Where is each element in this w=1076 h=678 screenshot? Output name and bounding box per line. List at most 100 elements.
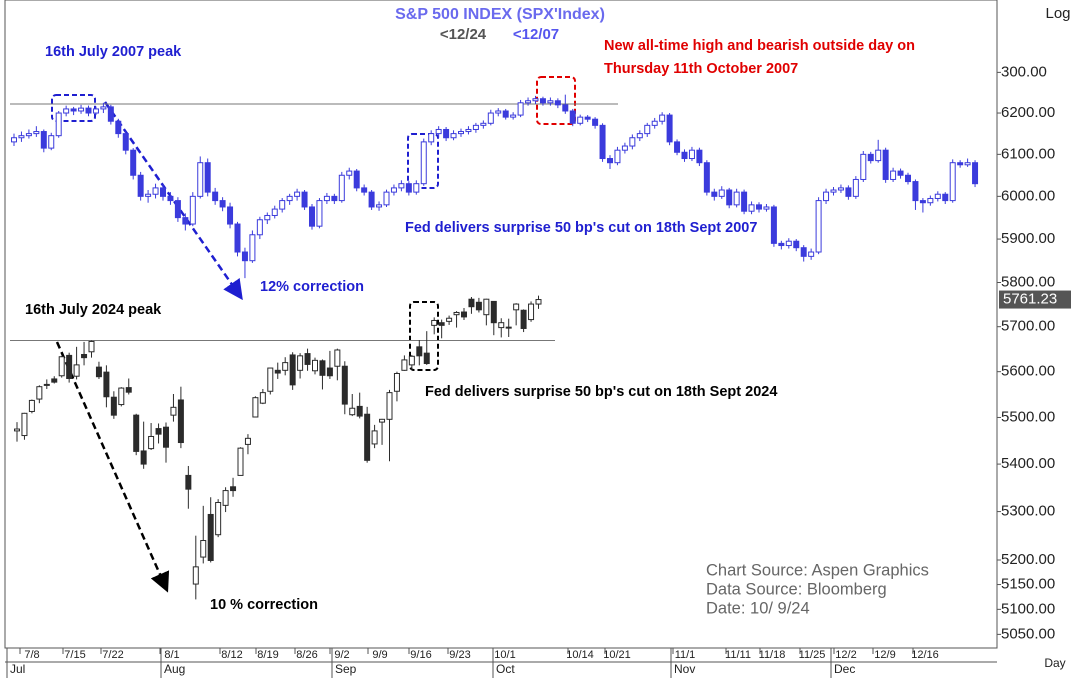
x-tick-label: 7/8 (24, 649, 39, 661)
x-axis-label: Day (1044, 656, 1065, 670)
candle-body (498, 322, 505, 329)
last-value-box (999, 290, 1071, 309)
candle-body (244, 437, 251, 445)
candle-body (423, 352, 430, 365)
candle-body (659, 114, 666, 122)
x-tick-label: 8/12 (221, 649, 242, 661)
candle-body (63, 108, 70, 114)
candle-body (644, 124, 651, 135)
candle-body (309, 206, 315, 227)
candle-body (259, 392, 266, 404)
annotation: Fed delivers surprise 50 bp's cut on 18t… (425, 384, 777, 400)
y-tick-label: 6100.00 (1001, 145, 1055, 162)
y-tick-label: 300.00 (1001, 63, 1047, 80)
x-tick-label: 9/23 (449, 649, 470, 661)
candle-body (919, 200, 926, 204)
candle-body (875, 149, 882, 162)
candle-body (942, 193, 949, 202)
candle-body (78, 107, 85, 112)
candle-body (562, 104, 569, 112)
candle-body (472, 124, 479, 130)
candle-body (532, 98, 539, 102)
candle-body (167, 195, 174, 202)
y-axis-label: Log (1045, 5, 1070, 22)
candle-body (458, 131, 464, 135)
y-tick-label: 5900.00 (1001, 230, 1055, 247)
candle-body (177, 399, 184, 444)
candle-body (763, 206, 770, 210)
highlight-box (409, 301, 439, 371)
y-tick-label: 5300.00 (1001, 503, 1055, 520)
candle-body (133, 414, 140, 452)
candle-body (182, 217, 189, 225)
candle-body (438, 322, 445, 326)
candle-body (155, 428, 162, 435)
candle-body (823, 191, 830, 202)
candle-body (264, 214, 271, 221)
candle-body (371, 430, 378, 445)
candle-body (666, 114, 673, 143)
x-tick-label: 9/2 (334, 649, 349, 661)
candle-body (770, 206, 777, 244)
x-tick-label: 9/16 (410, 649, 431, 661)
candle-body (614, 149, 621, 164)
candle-body (200, 540, 207, 558)
candle-body (222, 490, 229, 506)
candle-body (279, 200, 286, 210)
annotation: 16th July 2007 peak (45, 44, 182, 60)
candle-body (152, 187, 159, 195)
candle-body (505, 326, 512, 329)
candle-body (234, 223, 241, 253)
candle-body (703, 162, 710, 193)
candle-body (800, 247, 807, 257)
candle-body (33, 131, 40, 135)
candle-body (808, 251, 815, 257)
candle-body (70, 108, 77, 112)
candle-body (413, 183, 420, 193)
candle-body (107, 106, 114, 122)
plot-frame (4, 0, 998, 649)
month-label: Dec (834, 662, 855, 676)
candle-body (718, 189, 725, 197)
candle-body (520, 309, 527, 329)
annotation: Fed delivers surprise 50 bp's cut on 18t… (405, 220, 757, 236)
candle-body (453, 311, 460, 316)
source-note: Date: 10/ 9/24 (706, 599, 810, 617)
y-tick-label: 5200.00 (1001, 551, 1055, 568)
candle-body (125, 387, 132, 393)
candle-body (741, 191, 748, 212)
candle-body (140, 450, 147, 465)
x-tick-label: 11/1 (675, 649, 696, 661)
candle-body (949, 162, 956, 202)
candle-body (756, 204, 762, 210)
y-tick-label: 5700.00 (1001, 318, 1055, 335)
candle-body (905, 174, 911, 183)
y-tick-label: 5400.00 (1001, 455, 1055, 472)
x-tick-label: 11/11 (725, 649, 751, 661)
candle-body (286, 195, 293, 202)
candle-body (539, 98, 546, 104)
candle-body (230, 486, 237, 492)
candle-body (860, 153, 867, 180)
candle-body (815, 200, 822, 253)
candle-body (897, 170, 904, 176)
candle-body (393, 372, 400, 392)
candle-body (957, 162, 964, 166)
month-label: Oct (496, 662, 515, 676)
legend-entry: <12/07 (513, 26, 559, 43)
candle-body (383, 191, 390, 206)
legend-entry: <12/24 (440, 26, 487, 43)
y-tick-label: 5600.00 (1001, 363, 1055, 380)
candle-body (890, 170, 897, 180)
x-tick-label: 10/1 (494, 649, 515, 661)
candle-body (271, 208, 278, 216)
candle-body (40, 131, 47, 149)
candle-body (14, 428, 20, 432)
candle-body (28, 399, 35, 412)
candle-body (475, 301, 482, 311)
candle-body (513, 303, 520, 311)
candle-body (323, 195, 330, 202)
y-tick-label: 5500.00 (1001, 408, 1055, 425)
candle-body (204, 162, 211, 193)
